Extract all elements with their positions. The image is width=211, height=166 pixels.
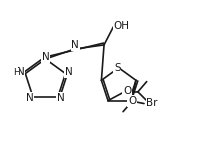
Text: S: S bbox=[114, 63, 120, 73]
Text: N: N bbox=[26, 93, 33, 103]
Text: N: N bbox=[57, 93, 65, 103]
Text: N: N bbox=[17, 67, 24, 77]
Text: OH: OH bbox=[114, 21, 130, 31]
Text: H: H bbox=[13, 68, 20, 77]
Text: O: O bbox=[123, 86, 131, 96]
Text: O: O bbox=[128, 96, 137, 106]
Text: Br: Br bbox=[146, 98, 158, 108]
Text: N: N bbox=[65, 67, 72, 77]
Text: N: N bbox=[72, 40, 79, 50]
Text: N: N bbox=[42, 52, 49, 62]
